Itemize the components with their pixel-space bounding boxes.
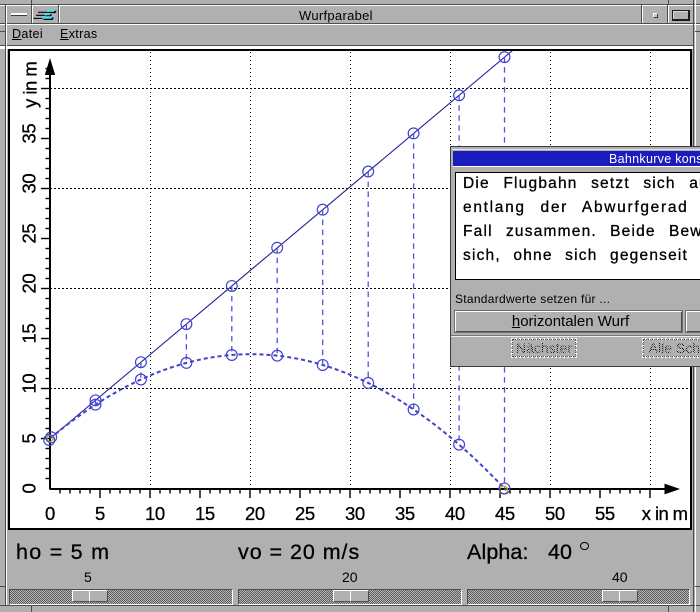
svg-text:25: 25 — [19, 224, 40, 244]
svg-text:50: 50 — [545, 503, 565, 524]
svg-text:0: 0 — [45, 503, 55, 524]
svg-text:5: 5 — [19, 434, 40, 444]
svg-text:20: 20 — [19, 274, 40, 294]
svg-text:0: 0 — [19, 484, 40, 494]
svg-text:25: 25 — [295, 503, 315, 524]
svg-text:55: 55 — [595, 503, 615, 524]
svg-text:y in m: y in m — [20, 62, 41, 108]
svg-text:35: 35 — [19, 124, 40, 144]
svg-text:20: 20 — [245, 503, 265, 524]
svg-text:35: 35 — [395, 503, 415, 524]
svg-text:15: 15 — [195, 503, 215, 524]
svg-text:45: 45 — [495, 503, 515, 524]
svg-text:15: 15 — [19, 324, 40, 344]
svg-text:40: 40 — [445, 503, 465, 524]
svg-text:10: 10 — [145, 503, 165, 524]
svg-text:30: 30 — [19, 174, 40, 194]
svg-text:5: 5 — [95, 503, 105, 524]
svg-text:30: 30 — [345, 503, 365, 524]
svg-text:10: 10 — [19, 374, 40, 394]
svg-text:x in m: x in m — [642, 503, 688, 524]
